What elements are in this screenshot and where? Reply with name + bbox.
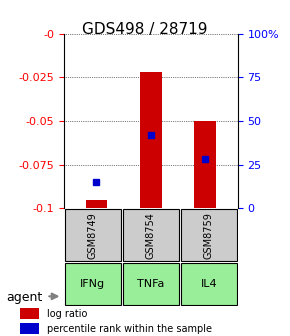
Text: percentile rank within the sample: percentile rank within the sample bbox=[46, 324, 211, 334]
Text: agent: agent bbox=[6, 291, 42, 304]
Text: GDS498 / 28719: GDS498 / 28719 bbox=[82, 22, 208, 37]
Bar bbox=[86, 200, 107, 208]
Text: TNFa: TNFa bbox=[137, 279, 164, 289]
Bar bbox=[194, 121, 216, 208]
Bar bbox=[140, 72, 162, 208]
Bar bbox=[181, 263, 237, 305]
Text: GSM8749: GSM8749 bbox=[88, 212, 98, 259]
Text: IL4: IL4 bbox=[200, 279, 217, 289]
Bar bbox=[65, 263, 121, 305]
Text: log ratio: log ratio bbox=[46, 309, 87, 319]
Bar bbox=[123, 209, 179, 261]
Bar bbox=[181, 209, 237, 261]
Bar bbox=[123, 263, 179, 305]
Text: GSM8754: GSM8754 bbox=[146, 212, 156, 259]
Bar bbox=[20, 308, 39, 319]
Bar bbox=[65, 209, 121, 261]
Bar bbox=[20, 323, 39, 335]
Text: GSM8759: GSM8759 bbox=[204, 212, 214, 259]
Text: IFNg: IFNg bbox=[80, 279, 105, 289]
